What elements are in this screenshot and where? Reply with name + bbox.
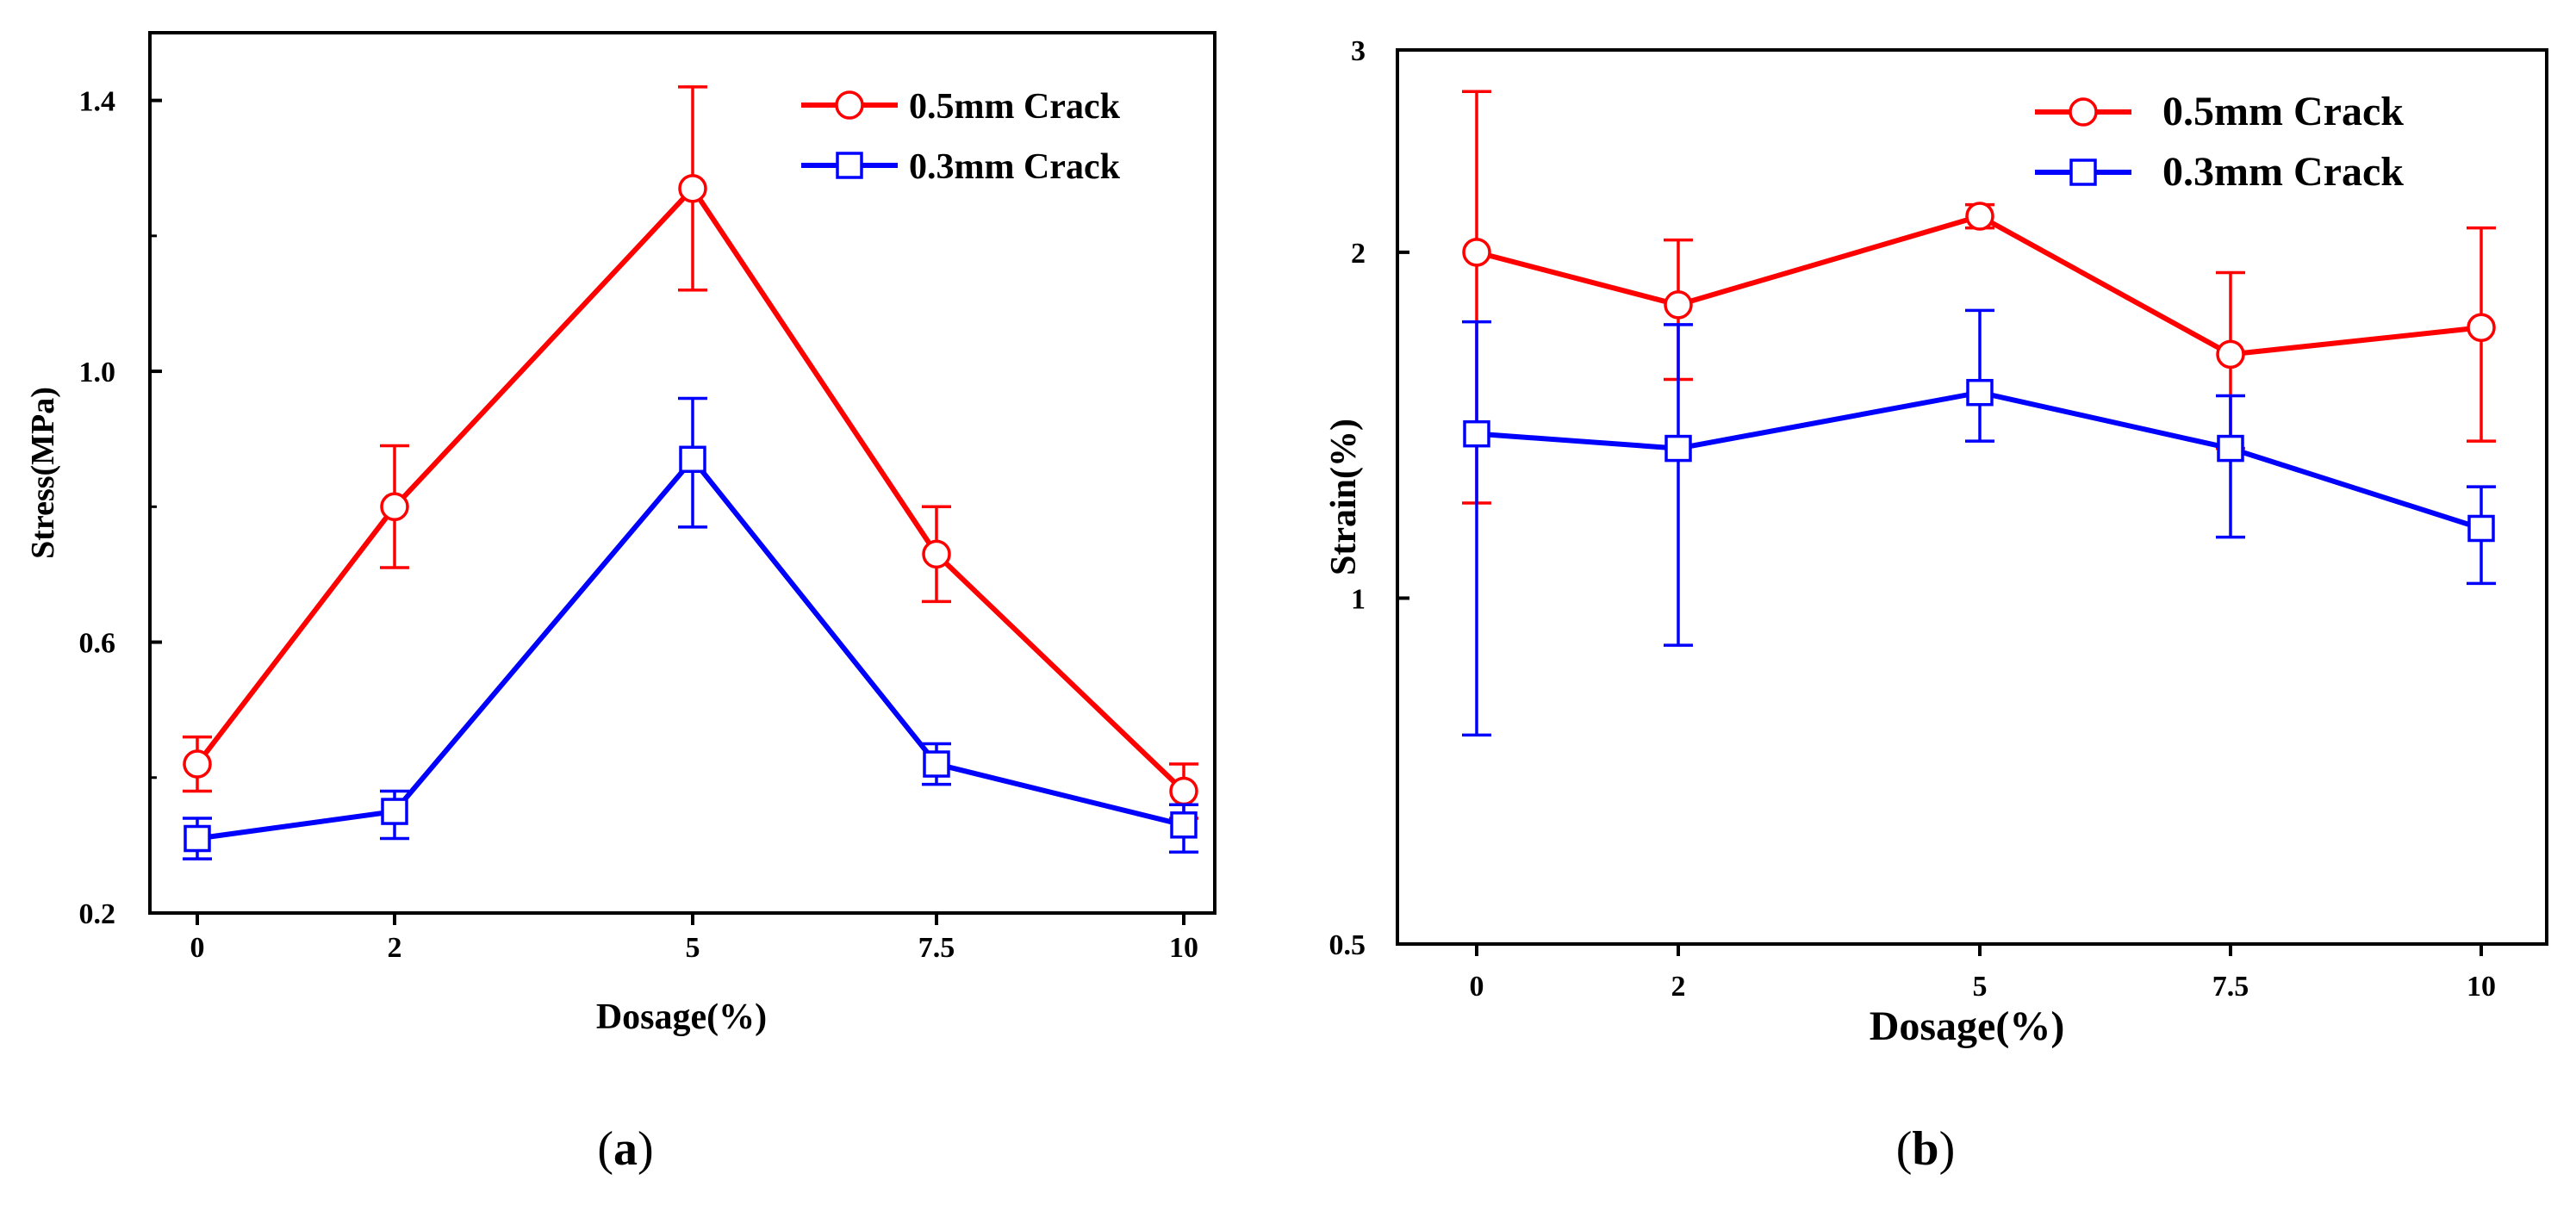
plot-frame: [148, 31, 1216, 915]
x-tick-label: 0: [1470, 971, 1484, 1003]
legend-entry-1: 0.5mm Crack: [801, 87, 1121, 127]
data-point: [2217, 434, 2244, 463]
legend-label: 0.5mm Crack: [2162, 89, 2404, 134]
legend-entry-1: 0.5mm Crack: [2035, 89, 2404, 134]
error-bar: [2216, 394, 2245, 539]
series-square-2: [183, 396, 1198, 860]
data-point: [679, 445, 706, 474]
data-point: [1169, 776, 1198, 806]
legend-label: 0.3mm Crack: [909, 147, 1121, 187]
data-point: [183, 749, 212, 779]
x-tick-label: 10: [2467, 971, 2496, 1003]
data-point: [922, 539, 951, 569]
y-tick-label: 0.2: [79, 898, 116, 930]
data-point: [678, 174, 707, 203]
panel-caption: (a): [597, 1122, 653, 1176]
legend-entry-2: 0.3mm Crack: [801, 147, 1121, 187]
data-point: [381, 798, 408, 825]
x-tick-label: 2: [388, 932, 402, 964]
data-point: [1966, 378, 1994, 407]
data-point: [1965, 202, 1994, 231]
data-point: [1463, 419, 1490, 448]
y-tick-label: 2: [1351, 238, 1366, 270]
x-axis-title: Dosage(%): [1870, 1003, 2065, 1049]
chart-panel-a: 0.2 0.6 1.0 1.4 0 2 5 7.5 10 Dosage(%) Stress(MPa)…: [25, 31, 1216, 1176]
y-tick-label: 1.0: [79, 357, 116, 388]
data-point: [2467, 514, 2495, 543]
legend-entry-2: 0.3mm Crack: [2035, 149, 2404, 195]
y-tick-label: 1: [1351, 583, 1366, 615]
y-tick-label: 1.4: [79, 86, 116, 118]
data-point: [1664, 290, 1693, 320]
data-point: [2467, 313, 2496, 343]
y-tick-label: 0.6: [79, 628, 116, 660]
panel-caption-letter: b: [1912, 1122, 1938, 1176]
data-point: [2216, 339, 2245, 370]
error-bar: [1965, 308, 1994, 443]
panel-caption-letter: a: [613, 1122, 638, 1176]
x-tick-label: 10: [1169, 932, 1198, 964]
legend-label: 0.5mm Crack: [909, 87, 1121, 127]
plot-frame: [1396, 48, 2548, 946]
x-axis-title: Dosage(%): [596, 997, 767, 1037]
legend-marker: [2069, 97, 2098, 127]
legend-label: 0.3mm Crack: [2162, 149, 2404, 195]
data-point: [1170, 811, 1198, 839]
x-tick-label: 7.5: [918, 932, 955, 964]
x-tick-label: 5: [1973, 971, 1988, 1003]
series-square-2: [1462, 308, 2496, 737]
chart-panel-b: 0.5 1 2 3 0 2 5 7.5 10 Dosage(%) Strain(%) 0.5mm Cr…: [1324, 35, 2548, 1176]
x-tick-label: 5: [686, 932, 700, 964]
series-circle-1: [183, 85, 1198, 820]
y-axis-title: Strain(%): [1324, 419, 1364, 575]
legend-marker: [835, 90, 864, 120]
data-point: [923, 750, 950, 778]
data-point: [1462, 238, 1491, 267]
legend-marker: [836, 152, 863, 179]
error-bar: [1462, 320, 1491, 737]
legend-marker: [2069, 158, 2097, 186]
data-point: [1664, 434, 1692, 463]
data-point: [184, 824, 211, 853]
y-axis-title: Stress(MPa): [25, 387, 61, 559]
x-tick-label: 0: [190, 932, 205, 964]
panel-caption: (b): [1896, 1122, 1955, 1176]
error-bar: [1664, 323, 1693, 647]
x-tick-label: 2: [1671, 971, 1686, 1003]
y-tick-label: 0.5: [1329, 929, 1366, 961]
data-point: [380, 492, 409, 522]
y-tick-label: 3: [1351, 35, 1366, 67]
x-tick-label: 7.5: [2212, 971, 2249, 1003]
